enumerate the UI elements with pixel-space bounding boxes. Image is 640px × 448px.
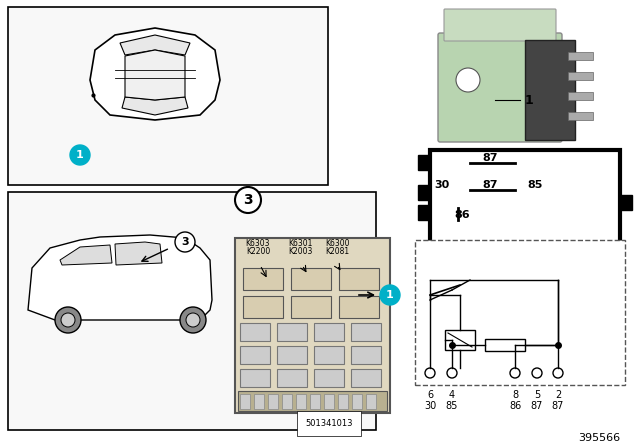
Bar (568, 112, 593, 120)
Bar (8, 192, 376, 430)
Text: 85: 85 (527, 180, 543, 190)
Circle shape (55, 307, 81, 333)
Bar (351, 369, 381, 387)
Bar (268, 394, 278, 409)
Bar (418, 185, 430, 200)
FancyBboxPatch shape (444, 9, 556, 41)
Bar (351, 346, 381, 364)
Text: 3: 3 (243, 193, 253, 207)
Bar (240, 394, 250, 409)
Bar (568, 52, 593, 60)
Bar (235, 238, 390, 413)
Bar (485, 339, 525, 351)
Circle shape (180, 307, 206, 333)
Circle shape (447, 368, 457, 378)
Text: 8: 8 (512, 390, 518, 400)
Circle shape (235, 187, 261, 213)
Bar (351, 323, 381, 341)
Text: 87: 87 (552, 401, 564, 411)
Polygon shape (90, 28, 220, 120)
Text: 85: 85 (446, 401, 458, 411)
Bar (282, 394, 292, 409)
Circle shape (425, 368, 435, 378)
Text: 4: 4 (449, 390, 455, 400)
Bar (445, 330, 475, 350)
Bar (277, 323, 307, 341)
Circle shape (70, 145, 90, 165)
Circle shape (532, 368, 542, 378)
Text: 30: 30 (435, 180, 450, 190)
Circle shape (456, 68, 480, 92)
Bar (296, 394, 306, 409)
Text: 395566: 395566 (578, 433, 620, 443)
Bar (366, 394, 376, 409)
Text: 6: 6 (427, 390, 433, 400)
Bar (314, 369, 344, 387)
Bar (277, 346, 307, 364)
Bar (254, 394, 264, 409)
Text: 87: 87 (483, 180, 498, 190)
Bar (310, 394, 320, 409)
Bar (525, 40, 575, 140)
Bar (415, 240, 625, 385)
Text: K6303: K6303 (246, 239, 270, 248)
Bar (277, 369, 307, 387)
Polygon shape (120, 35, 190, 55)
Bar (338, 394, 348, 409)
Bar (418, 155, 430, 170)
Bar (352, 394, 362, 409)
Polygon shape (28, 235, 212, 320)
Text: 1: 1 (525, 94, 534, 107)
Circle shape (175, 232, 195, 252)
Bar (339, 296, 379, 318)
Bar (314, 323, 344, 341)
Circle shape (186, 313, 200, 327)
Bar (238, 391, 387, 411)
Text: 3: 3 (181, 237, 189, 247)
Polygon shape (115, 242, 162, 265)
Bar (243, 268, 283, 290)
Text: 87: 87 (531, 401, 543, 411)
FancyBboxPatch shape (438, 33, 562, 142)
Bar (243, 296, 283, 318)
Text: 2: 2 (555, 390, 561, 400)
Bar (430, 150, 620, 250)
Text: 30: 30 (424, 401, 436, 411)
Bar (8, 7, 328, 185)
Text: K6300: K6300 (324, 239, 349, 248)
Bar (240, 369, 270, 387)
Text: 1: 1 (76, 150, 84, 160)
Text: K2081: K2081 (325, 247, 349, 256)
Circle shape (510, 368, 520, 378)
Polygon shape (125, 50, 185, 100)
Text: 87: 87 (483, 153, 498, 163)
Text: K2200: K2200 (246, 247, 270, 256)
Text: 86: 86 (454, 210, 470, 220)
Polygon shape (60, 245, 112, 265)
Bar (568, 72, 593, 80)
Bar (324, 394, 334, 409)
Bar (339, 268, 379, 290)
Text: K2003: K2003 (288, 247, 312, 256)
Bar (240, 346, 270, 364)
Circle shape (553, 368, 563, 378)
Polygon shape (122, 97, 188, 115)
Text: 501341013: 501341013 (305, 419, 353, 428)
Circle shape (380, 285, 400, 305)
Bar (568, 92, 593, 100)
Text: 86: 86 (509, 401, 521, 411)
Circle shape (61, 313, 75, 327)
Bar (291, 268, 331, 290)
Bar (620, 195, 632, 210)
Bar (314, 346, 344, 364)
Bar (291, 296, 331, 318)
Text: 5: 5 (534, 390, 540, 400)
Text: 1: 1 (386, 290, 394, 300)
Bar (240, 323, 270, 341)
Text: K6301: K6301 (288, 239, 312, 248)
Bar (418, 205, 430, 220)
